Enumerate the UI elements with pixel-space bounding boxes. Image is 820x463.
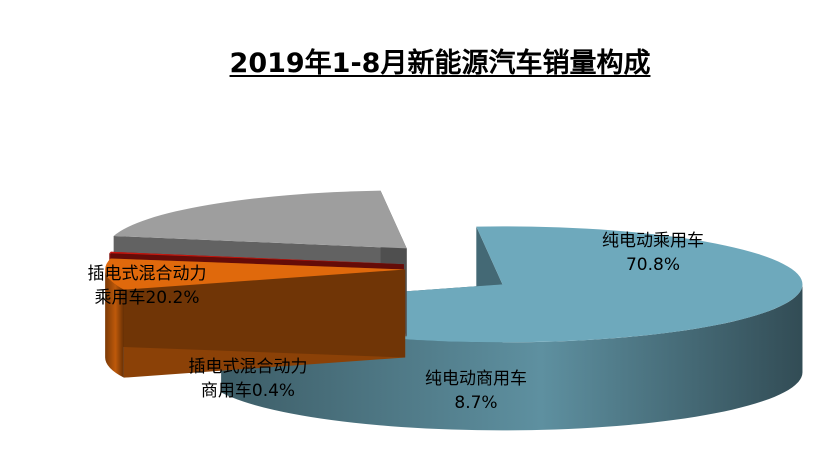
slice-outer-wall	[221, 284, 803, 431]
slice-label-bev-commercial: 纯电动商用车 8.7%	[425, 369, 527, 413]
slice-outer-wall	[105, 269, 124, 378]
slice-top	[105, 258, 406, 290]
pie-slice-bev-commercial	[105, 258, 406, 378]
slice-top	[113, 190, 407, 249]
chart-title: 2019年1-8月新能源汽车销量构成	[229, 48, 651, 79]
slice-label-phev-passenger: 插电式混合动力 乘用车20.2%	[87, 264, 207, 308]
slice-label-bev-passenger: 纯电动乘用车 70.8%	[602, 231, 704, 275]
slice-label-phev-commercial: 插电式混合动力 商用车0.4%	[188, 357, 308, 401]
slice-top	[109, 251, 404, 265]
